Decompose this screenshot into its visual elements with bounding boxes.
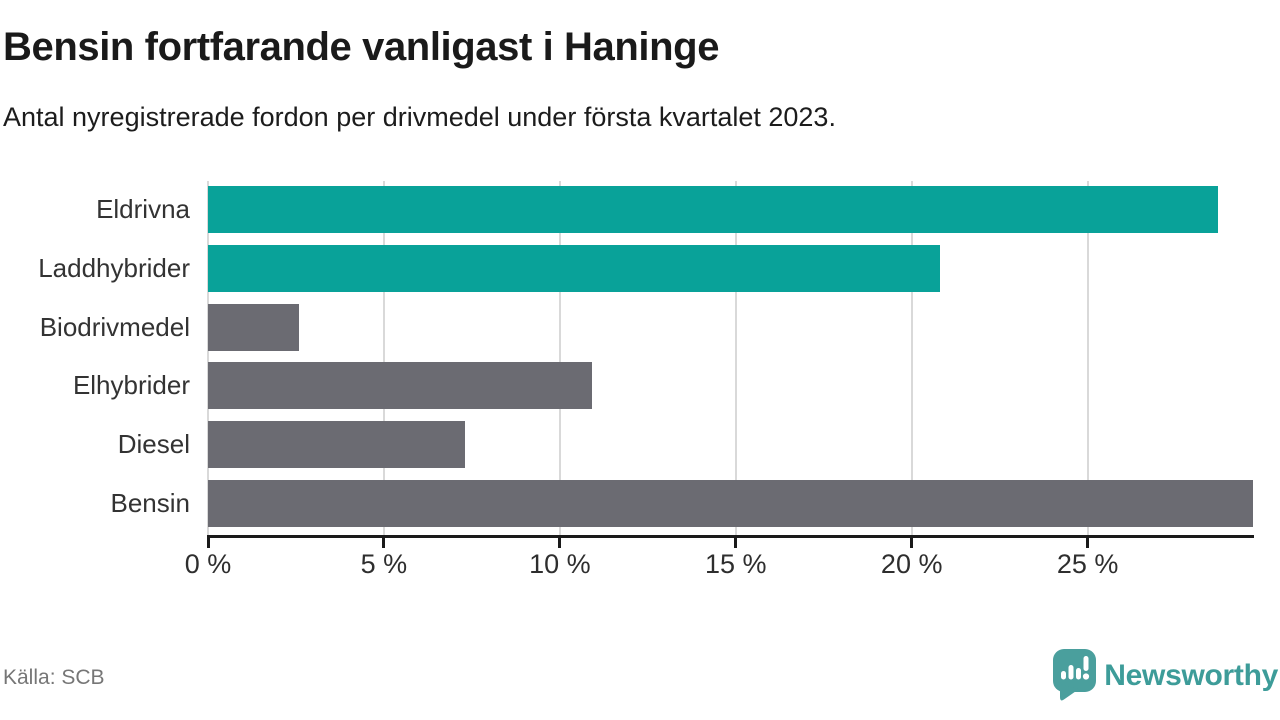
brand-name: Newsworthy bbox=[1104, 658, 1278, 692]
x-axis-line bbox=[208, 535, 1254, 538]
bar-track bbox=[208, 186, 1253, 233]
axis-tick-label: 25 % bbox=[1056, 549, 1119, 579]
bar-elhybrider bbox=[208, 362, 592, 410]
source-note: Källa: SCB bbox=[3, 666, 105, 689]
gridline bbox=[910, 181, 913, 536]
newsworthy-speech-bubble-chart-icon bbox=[1053, 649, 1097, 701]
axis-tick bbox=[558, 535, 562, 548]
bar-row: Biodrivmedel bbox=[0, 303, 1253, 351]
gridline bbox=[382, 181, 385, 536]
y-axis-label: Laddhybrider bbox=[38, 252, 190, 283]
chart-subtitle: Antal nyregistrerade fordon per drivmede… bbox=[3, 102, 836, 132]
gridline bbox=[207, 181, 209, 536]
bar-biodrivmedel bbox=[208, 303, 300, 351]
x-axis-tick-labels: 0 % 5 % 10 % 15 % 20 % 25 % bbox=[185, 549, 1253, 581]
bar-track bbox=[208, 303, 1253, 351]
bar-track bbox=[208, 362, 1253, 410]
axis-tick-label: 20 % bbox=[880, 549, 943, 579]
bar-laddhybrider bbox=[208, 244, 940, 292]
y-axis-label: Eldrivna bbox=[96, 194, 190, 224]
axis-tick-label: 0 % bbox=[184, 549, 232, 579]
y-axis-label: Diesel bbox=[117, 429, 190, 460]
axis-tick bbox=[910, 535, 914, 548]
bar-track bbox=[208, 244, 1253, 292]
axis-tick bbox=[206, 535, 210, 548]
axis-tick bbox=[734, 535, 738, 548]
bar-track bbox=[208, 479, 1253, 527]
gridline bbox=[558, 181, 561, 536]
x-axis-ticks bbox=[206, 535, 1253, 548]
axis-tick-label: 5 % bbox=[360, 549, 408, 579]
bar-eldrivna bbox=[208, 186, 1218, 233]
bar-row: Elhybrider bbox=[0, 362, 1253, 410]
axis-tick-label: 10 % bbox=[529, 549, 591, 579]
plot-area bbox=[207, 181, 1253, 536]
bar-row: Laddhybrider bbox=[0, 244, 1253, 292]
chart-title: Bensin fortfarande vanligast i Haninge bbox=[3, 25, 720, 69]
y-axis-label: Biodrivmedel bbox=[39, 311, 190, 342]
bar-rows: Eldrivna Laddhybrider Biodrivmedel Elhybrid… bbox=[0, 186, 1253, 539]
y-axis-label: Bensin bbox=[110, 487, 191, 518]
axis-tick bbox=[382, 535, 386, 548]
gridline bbox=[734, 181, 737, 536]
gridline bbox=[1086, 181, 1089, 536]
bar-bensin bbox=[208, 479, 1253, 527]
y-axis-label: Elhybrider bbox=[72, 370, 190, 401]
bar-row: Diesel bbox=[0, 421, 1253, 469]
bar-row: Bensin bbox=[0, 479, 1253, 527]
bar-track bbox=[208, 421, 1253, 469]
bar-row: Eldrivna bbox=[0, 186, 1253, 233]
bar-diesel bbox=[208, 421, 465, 469]
axis-tick bbox=[1086, 535, 1090, 548]
axis-tick-label: 15 % bbox=[704, 549, 767, 579]
brand-logo: Newsworthy bbox=[1052, 648, 1278, 703]
